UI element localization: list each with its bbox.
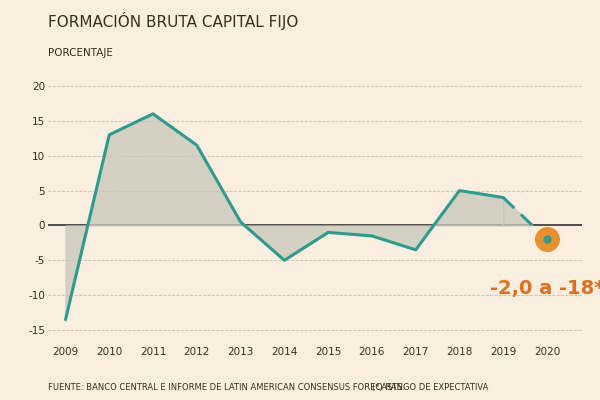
Text: FORMACIÓN BRUTA CAPITAL FIJO: FORMACIÓN BRUTA CAPITAL FIJO (48, 12, 298, 30)
Text: PORCENTAJE: PORCENTAJE (48, 48, 113, 58)
Text: FUENTE: BANCO CENTRAL E INFORME DE LATIN AMERICAN CONSENSUS FORECASTS.: FUENTE: BANCO CENTRAL E INFORME DE LATIN… (48, 383, 405, 392)
Text: (*) RANGO DE EXPECTATIVA: (*) RANGO DE EXPECTATIVA (372, 383, 488, 392)
Text: -2,0 a -18*: -2,0 a -18* (490, 279, 600, 298)
